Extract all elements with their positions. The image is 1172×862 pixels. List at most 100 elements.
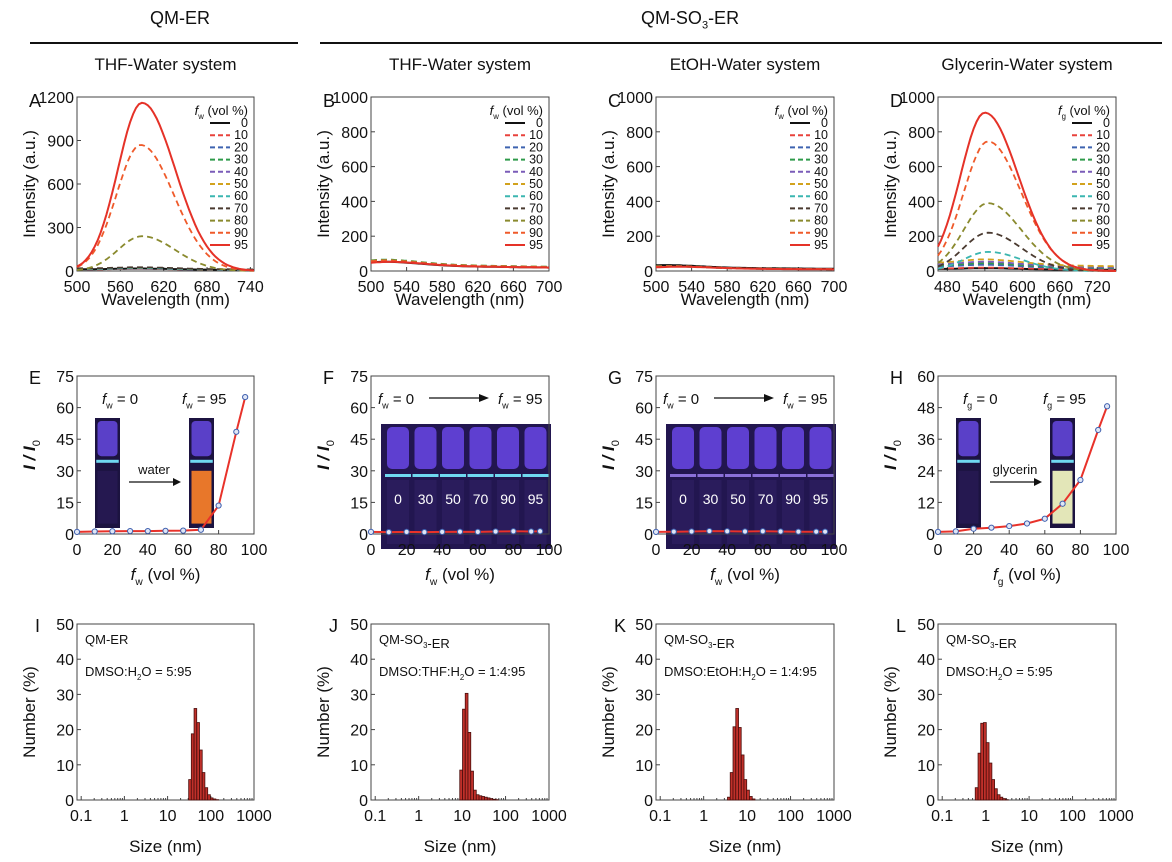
vial-cap bbox=[191, 421, 212, 457]
x-tick-label: 100 bbox=[197, 808, 224, 825]
histogram-bar bbox=[467, 732, 472, 801]
legend-label: 70 bbox=[234, 201, 248, 215]
legend-label: 80 bbox=[234, 214, 248, 228]
x-axis-label: fw (vol %) bbox=[425, 565, 495, 588]
panel-K: K 0 10 20 30 40 50 0.1 1 10 100 1000 Size (nm) Number… bbox=[599, 616, 852, 856]
legend-label: 30 bbox=[814, 153, 828, 167]
x-axis-label: Wavelength (nm) bbox=[396, 290, 525, 309]
x-tick-label: 20 bbox=[398, 542, 416, 559]
legend-label: 50 bbox=[234, 177, 248, 191]
panel-letter: H bbox=[890, 368, 903, 388]
legend-title: fw (vol %) bbox=[490, 103, 543, 121]
x-tick-label: 100 bbox=[536, 542, 563, 559]
histogram-bar bbox=[729, 772, 734, 801]
vial-meniscus bbox=[522, 474, 549, 477]
panel-letter: C bbox=[608, 91, 621, 111]
header-qm-so3-er: QM-SO3-ER bbox=[560, 8, 820, 32]
vial-cap bbox=[497, 427, 519, 469]
series-line-90 bbox=[76, 144, 255, 272]
y-axis-label: I / I0 bbox=[20, 440, 43, 470]
vial-meniscus bbox=[495, 474, 521, 477]
x-tick-label: 0.1 bbox=[649, 808, 671, 825]
legend-label: 70 bbox=[814, 201, 828, 215]
legend-label: 90 bbox=[814, 226, 828, 240]
vial-meniscus bbox=[957, 459, 980, 463]
vial-meniscus bbox=[670, 474, 696, 477]
y-tick-label: 15 bbox=[56, 495, 74, 512]
vial-cap bbox=[97, 421, 118, 457]
data-point bbox=[1006, 523, 1013, 530]
y-tick-label: 45 bbox=[350, 432, 368, 449]
series-line-80 bbox=[76, 235, 255, 272]
legend-label: 10 bbox=[234, 128, 248, 142]
group-label-suffix: -ER bbox=[708, 8, 740, 28]
vial-liquid bbox=[497, 480, 519, 544]
histogram-bar bbox=[190, 733, 195, 801]
histogram-bar bbox=[459, 769, 463, 801]
vial-meniscus bbox=[807, 474, 834, 477]
legend-label: 80 bbox=[1096, 214, 1110, 228]
y-tick-label: 0 bbox=[644, 793, 653, 810]
x-tick-label: 80 bbox=[210, 542, 228, 559]
y-tick-label: 30 bbox=[917, 687, 935, 704]
annotation-sample: QM-SO3-ER bbox=[664, 632, 735, 651]
y-tick-label: 800 bbox=[908, 125, 935, 142]
plot-frame bbox=[937, 375, 1117, 535]
header-qm-er: QM-ER bbox=[60, 8, 300, 29]
panel-letter: I bbox=[35, 616, 40, 636]
vial-liquid bbox=[1052, 470, 1073, 524]
legend-label: 70 bbox=[1096, 201, 1110, 215]
legend-label: 10 bbox=[1096, 128, 1110, 142]
panel-letter: K bbox=[614, 616, 626, 636]
x-tick-label: 660 bbox=[1046, 279, 1073, 296]
series-line-95 bbox=[370, 260, 550, 269]
y-tick-label: 30 bbox=[350, 464, 368, 481]
y-tick-label: 30 bbox=[56, 687, 74, 704]
y-tick-label: 48 bbox=[917, 401, 935, 418]
x-tick-label: 1000 bbox=[816, 808, 852, 825]
inset-right-label: fg = 95 bbox=[1043, 391, 1086, 411]
y-tick-label: 20 bbox=[917, 723, 935, 740]
inset-arrow-label: water bbox=[137, 462, 170, 477]
y-tick-label: 24 bbox=[917, 464, 935, 481]
vial-liquid bbox=[699, 480, 722, 544]
y-tick-label: 30 bbox=[635, 687, 653, 704]
vial-liquid bbox=[442, 480, 464, 544]
histogram-bar bbox=[475, 794, 480, 801]
panel-letter: F bbox=[323, 368, 334, 388]
panel-letter: L bbox=[896, 616, 906, 636]
x-axis-label: Size (nm) bbox=[129, 837, 202, 856]
vial-liquid bbox=[754, 480, 777, 544]
x-tick-label: 500 bbox=[64, 279, 91, 296]
series-line-95 bbox=[937, 111, 1116, 272]
x-tick-label: 10 bbox=[453, 808, 471, 825]
vial-liquid bbox=[809, 480, 832, 544]
data-point bbox=[127, 527, 134, 535]
data-point bbox=[456, 528, 464, 535]
x-tick-label: 1000 bbox=[1098, 808, 1134, 825]
x-tick-label: 0.1 bbox=[364, 808, 386, 825]
y-tick-label: 60 bbox=[635, 401, 653, 418]
y-tick-label: 45 bbox=[635, 432, 653, 449]
x-tick-label: 620 bbox=[150, 279, 177, 296]
data-point bbox=[421, 529, 428, 536]
x-tick-label: 0.1 bbox=[70, 808, 92, 825]
y-tick-label: 0 bbox=[644, 264, 653, 281]
panel-letter: A bbox=[29, 91, 41, 111]
y-axis-label: Number (%) bbox=[314, 666, 333, 758]
inset-left-label: fw = 0 bbox=[663, 391, 699, 411]
x-tick-label: 100 bbox=[492, 808, 519, 825]
vial-cap bbox=[672, 427, 694, 469]
plot-frame bbox=[655, 96, 835, 272]
vial-liquid bbox=[191, 470, 212, 524]
vial-cap bbox=[1052, 421, 1073, 457]
x-tick-label: 680 bbox=[194, 279, 221, 296]
vial-label: 90 bbox=[500, 491, 516, 507]
y-tick-label: 10 bbox=[635, 758, 653, 775]
y-tick-label: 600 bbox=[626, 160, 653, 177]
histogram-bar bbox=[470, 770, 474, 801]
y-tick-label: 40 bbox=[350, 652, 368, 669]
y-tick-label: 0 bbox=[65, 527, 74, 544]
data-point bbox=[1095, 426, 1102, 434]
